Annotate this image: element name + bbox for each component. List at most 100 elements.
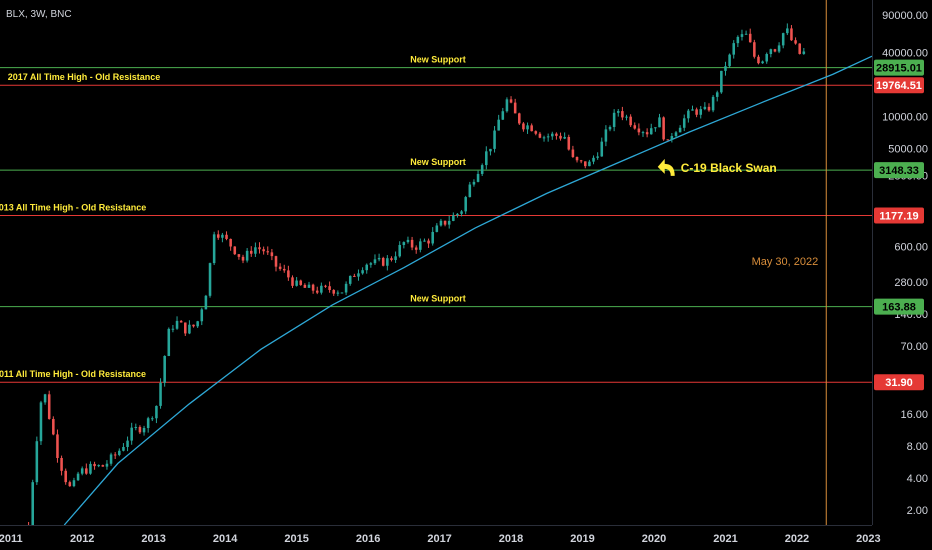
candle[interactable] <box>237 253 241 260</box>
candle[interactable] <box>575 156 579 163</box>
candle[interactable] <box>155 405 158 424</box>
candle[interactable] <box>443 220 447 227</box>
candle[interactable] <box>765 52 768 64</box>
candle[interactable] <box>85 463 88 475</box>
candle[interactable] <box>674 130 678 139</box>
candle[interactable] <box>130 422 133 445</box>
candle[interactable] <box>472 179 476 187</box>
candle[interactable] <box>707 103 711 112</box>
candle[interactable] <box>579 159 583 164</box>
candle[interactable] <box>340 292 344 294</box>
level-badge-3[interactable] <box>874 207 924 224</box>
candle[interactable] <box>637 123 641 136</box>
candle[interactable] <box>715 90 719 102</box>
candle[interactable] <box>60 455 63 476</box>
candle[interactable] <box>786 23 789 36</box>
candle[interactable] <box>80 466 84 476</box>
candle[interactable] <box>361 267 364 275</box>
candle[interactable] <box>757 54 760 65</box>
candle[interactable] <box>386 255 389 271</box>
candle[interactable] <box>633 122 637 130</box>
candle[interactable] <box>324 284 327 288</box>
candle[interactable] <box>509 96 513 104</box>
candle[interactable] <box>39 400 43 445</box>
candle[interactable] <box>406 236 410 244</box>
candle[interactable] <box>604 125 608 147</box>
candle[interactable] <box>369 261 373 268</box>
candle[interactable] <box>682 114 686 132</box>
candle[interactable] <box>31 479 34 526</box>
candle[interactable] <box>282 264 286 273</box>
candle[interactable] <box>184 322 187 336</box>
candle[interactable] <box>138 425 142 435</box>
candle[interactable] <box>724 61 727 76</box>
candle[interactable] <box>245 248 249 263</box>
candle[interactable] <box>196 320 199 328</box>
candle[interactable] <box>254 242 257 257</box>
candle[interactable] <box>344 281 348 296</box>
candle[interactable] <box>476 170 480 183</box>
candle[interactable] <box>588 159 591 167</box>
candle[interactable] <box>43 393 47 405</box>
candle[interactable] <box>798 43 801 55</box>
candle[interactable] <box>616 109 620 117</box>
candle[interactable] <box>761 60 764 64</box>
candle[interactable] <box>691 105 694 111</box>
candle[interactable] <box>159 378 162 409</box>
candle[interactable] <box>118 448 121 457</box>
candle[interactable] <box>320 282 323 295</box>
candle[interactable] <box>175 316 179 330</box>
candle[interactable] <box>546 133 550 142</box>
candle[interactable] <box>773 48 777 53</box>
candle[interactable] <box>225 231 228 241</box>
candle[interactable] <box>518 112 521 126</box>
candle[interactable] <box>736 35 740 48</box>
level-badge-4[interactable] <box>874 298 924 315</box>
candle[interactable] <box>600 137 604 157</box>
candle[interactable] <box>151 416 154 422</box>
candle[interactable] <box>402 241 406 249</box>
candle[interactable] <box>373 254 377 266</box>
candle[interactable] <box>315 286 319 295</box>
candle[interactable] <box>394 251 397 263</box>
candle[interactable] <box>794 37 797 45</box>
candle[interactable] <box>192 324 195 328</box>
candle[interactable] <box>266 246 270 255</box>
candle[interactable] <box>489 148 492 156</box>
candle[interactable] <box>641 130 645 137</box>
candle[interactable] <box>748 28 752 43</box>
candle[interactable] <box>204 294 208 310</box>
candle[interactable] <box>649 123 653 135</box>
candle[interactable] <box>703 102 707 111</box>
candle[interactable] <box>163 355 166 387</box>
candle[interactable] <box>216 230 220 240</box>
candle[interactable] <box>398 241 401 258</box>
candle[interactable] <box>513 98 517 114</box>
candle[interactable] <box>711 95 715 113</box>
candle[interactable] <box>530 123 533 132</box>
black-swan-annotation[interactable]: C-19 Black Swan <box>657 158 777 176</box>
candle[interactable] <box>390 256 393 262</box>
candle[interactable] <box>753 39 756 59</box>
candle[interactable] <box>348 275 352 286</box>
candle[interactable] <box>291 275 294 289</box>
candle[interactable] <box>262 246 265 255</box>
candle[interactable] <box>480 163 484 176</box>
candle[interactable] <box>485 146 488 170</box>
candle[interactable] <box>101 464 105 467</box>
candle[interactable] <box>299 279 303 286</box>
candle[interactable] <box>740 29 744 41</box>
log-growth-curve[interactable] <box>63 55 873 526</box>
candle[interactable] <box>687 108 690 123</box>
level-badge-1[interactable] <box>874 77 924 94</box>
candle[interactable] <box>179 319 183 323</box>
candle[interactable] <box>113 452 117 459</box>
candle[interactable] <box>72 477 76 488</box>
candle[interactable] <box>802 48 806 55</box>
candle[interactable] <box>497 114 500 131</box>
candle[interactable] <box>89 461 92 475</box>
candle[interactable] <box>122 443 125 452</box>
candle[interactable] <box>608 125 612 132</box>
candle[interactable] <box>423 238 426 242</box>
candle[interactable] <box>212 231 216 266</box>
